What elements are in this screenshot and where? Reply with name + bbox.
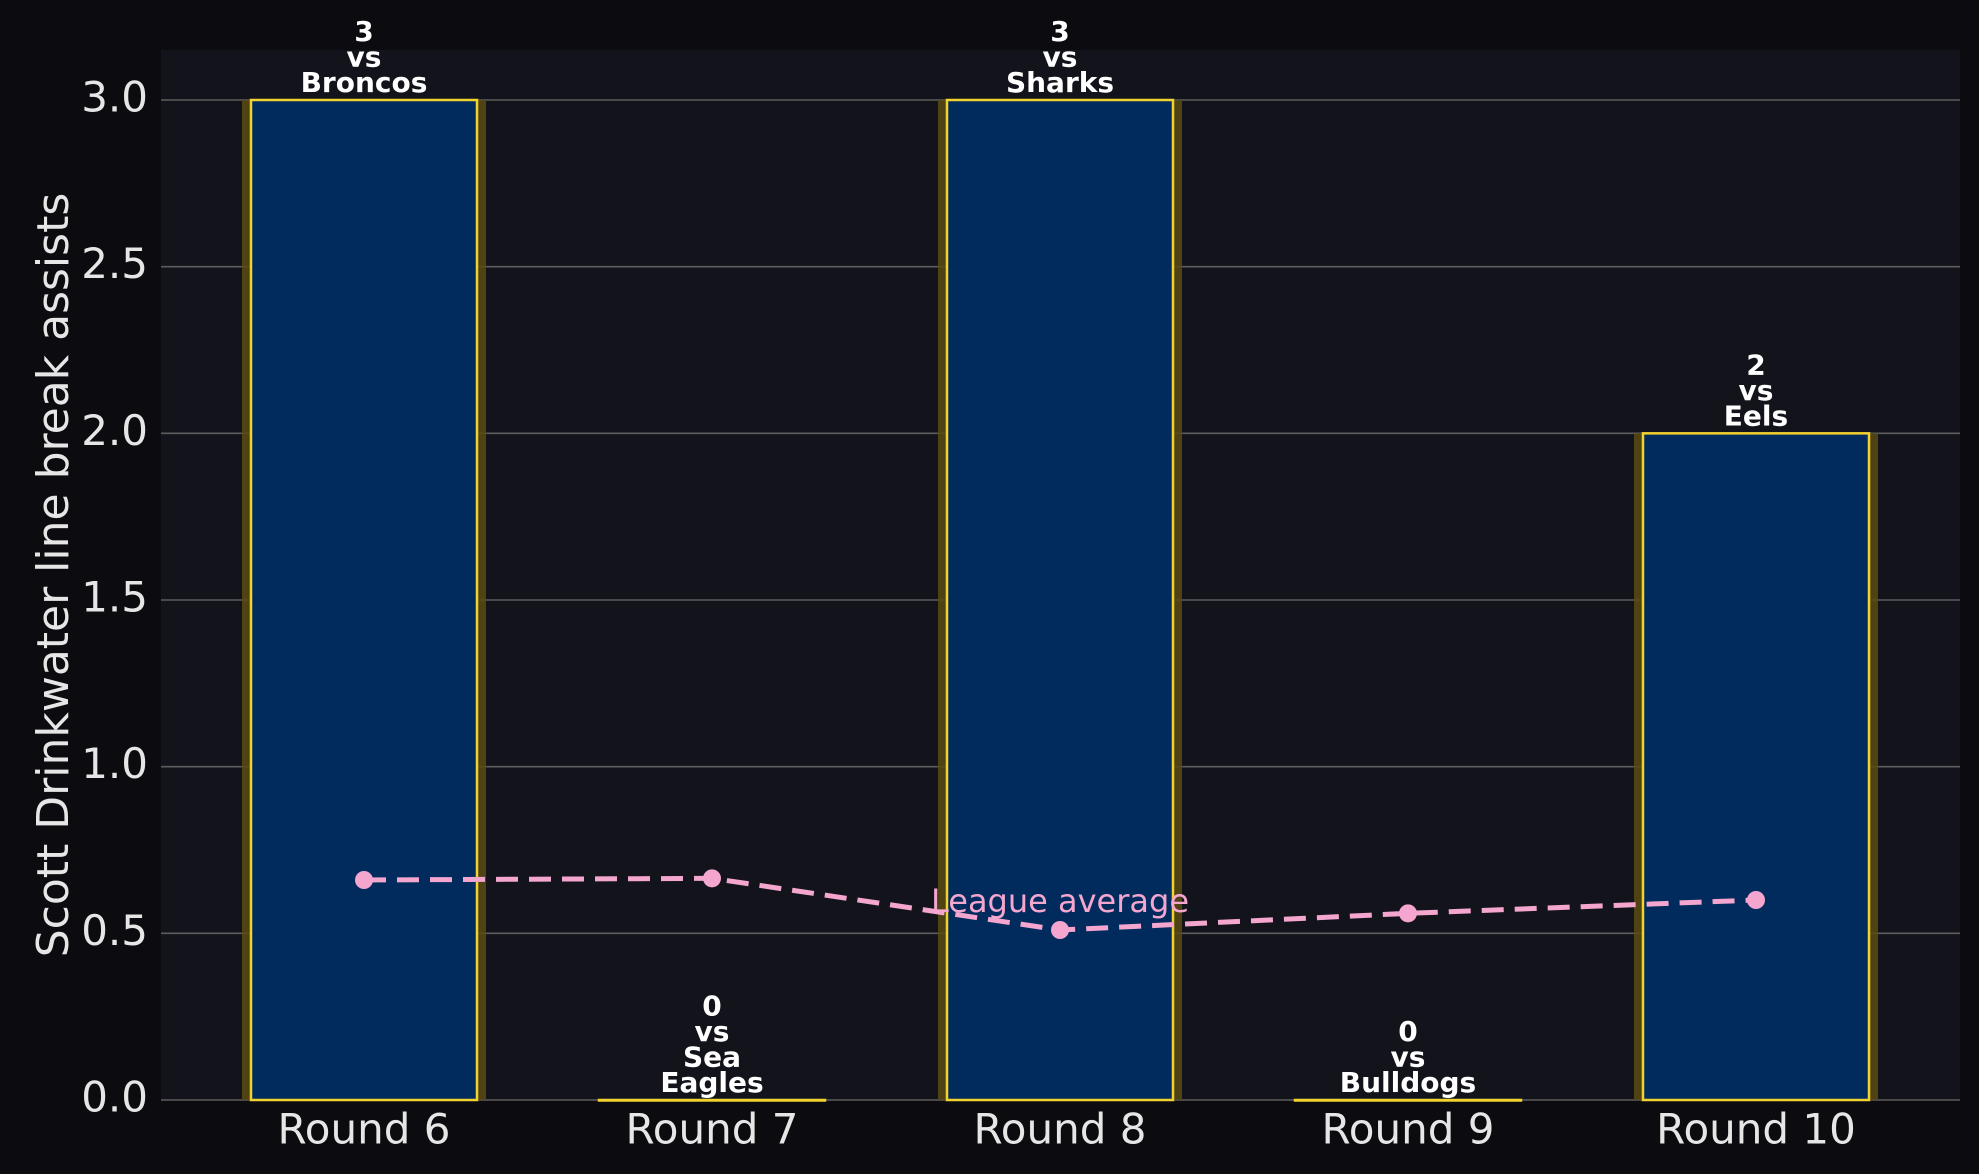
bar-label-line: Sharks (1006, 66, 1114, 99)
bar-label-line: 0 (702, 990, 721, 1023)
bar-label-line: Eels (1724, 399, 1788, 432)
x-tick-label: Round 6 (278, 1105, 451, 1154)
bar-label-line: Bulldogs (1340, 1066, 1476, 1099)
bar (249, 98, 479, 1102)
y-tick-label: 1.5 (81, 573, 148, 622)
bar-label-line: vs (1043, 41, 1078, 74)
bar-label-line: Eagles (660, 1066, 763, 1099)
league-average-point (703, 869, 721, 888)
x-tick-label: Round 7 (626, 1105, 799, 1154)
league-average-label: League average (931, 882, 1189, 920)
bar-value-label: 3 vs Sharks (1006, 15, 1114, 99)
y-tick-label: 2.0 (81, 406, 148, 455)
axis-ticks: 0.0 0.5 1.0 1.5 2.0 2.5 3.0 Round 6 Round 7 Round… (81, 73, 1856, 1154)
x-tick-label: Round 8 (974, 1105, 1147, 1154)
bar-label-line: 2 (1746, 348, 1765, 381)
bar-value-label: 2 vs Eels (1724, 348, 1788, 432)
league-average-point (1051, 921, 1069, 939)
bar-label-line: 3 (1050, 15, 1069, 48)
bar-label-line: vs (1739, 374, 1774, 407)
bar-value-label: 3 vs Broncos (301, 15, 428, 99)
y-tick-label: 2.5 (81, 239, 148, 288)
bar-value-label: 0 vs Sea Eagles (660, 990, 763, 1100)
x-tick-label: Round 9 (1322, 1105, 1495, 1154)
league-average-series: League average (355, 869, 1765, 939)
y-tick-label: 1.0 (81, 739, 148, 788)
league-average-point (355, 871, 373, 889)
y-axis-label: Scott Drinkwater line break assists (28, 193, 79, 958)
bar-label-line: 0 (1398, 1015, 1417, 1048)
bar-label-line: vs (347, 41, 382, 74)
y-tick-label: 3.0 (81, 73, 148, 122)
league-average-point (1399, 904, 1417, 923)
bar-label-line: Broncos (301, 66, 428, 99)
bars (242, 98, 1878, 1102)
bar (945, 98, 1175, 1102)
bar-label-line: vs (695, 1015, 730, 1048)
x-tick-label: Round 10 (1656, 1105, 1856, 1154)
bar (1641, 432, 1871, 1102)
bar-label-line: 3 (354, 15, 373, 48)
bar-value-label: 0 vs Bulldogs (1340, 1015, 1476, 1099)
y-tick-label: 0.5 (81, 906, 148, 955)
bar (1293, 1098, 1523, 1102)
league-average-point (1747, 891, 1765, 909)
bar (597, 1098, 827, 1102)
y-tick-label: 0.0 (81, 1073, 148, 1122)
bar-label-line: vs (1391, 1041, 1426, 1074)
bar-label-line: Sea (683, 1041, 741, 1074)
